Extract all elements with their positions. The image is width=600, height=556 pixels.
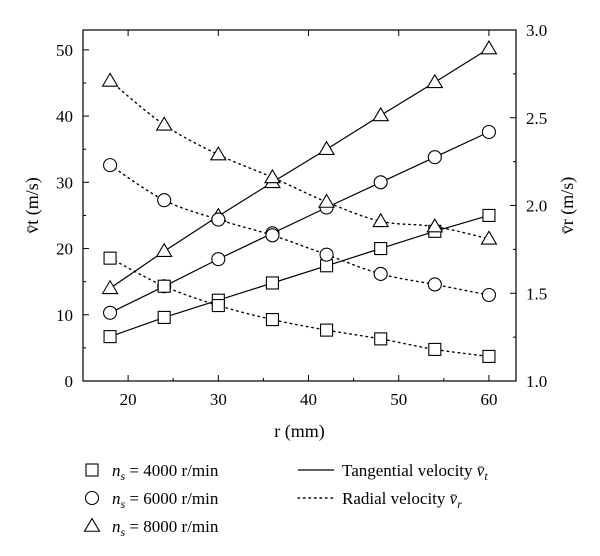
data-point-radial-circle [265,228,280,243]
data-point-tangential-triangle [372,106,390,122]
series-line-tangential-triangle [109,47,490,289]
legend-label-circle: ns = 6000 r/min [112,489,219,511]
legend-symbol: n [112,461,121,480]
axes-layer: 20 30 40 50 60 0 10 20 30 40 50 1.0 1.5 2.0 2.5 3.0 r (m… [22,21,578,442]
data-point-tangential-square [103,330,117,344]
data-point-tangential-circle [481,124,496,140]
legend-subscript: s [121,525,126,539]
series-line-radial-square [109,257,490,358]
y-left-tick-label: 40 [56,107,73,126]
data-point-tangential-triangle [426,73,444,89]
data-point-radial-square [482,349,496,363]
data-point-radial-square [157,279,171,293]
plot-frame [82,29,517,382]
y-right-tick-label: 3.0 [526,21,547,40]
legend-symbol: n [112,489,121,508]
series-line-tangential-square [109,214,490,338]
y-right-axis-title: v̄r (m/s) [557,177,578,235]
data-point-tangential-square [482,208,496,222]
y-right-tick-label: 2.5 [526,109,547,128]
y-left-tick-label: 30 [56,173,73,192]
legend-text-part: Radial velocity [342,489,450,508]
y-right-tick-label: 1.0 [526,372,547,391]
data-point-tangential-circle [103,305,118,320]
data-point-radial-square [428,342,442,356]
data-point-tangential-triangle [101,279,119,295]
legend-subscript: t [484,469,488,483]
legend-label-dotted: Radial velocity v̄r [342,489,462,511]
data-point-radial-circle [427,277,442,292]
legend-symbol: v̄ [477,461,485,480]
y-right-tick-label: 2.0 [526,197,547,216]
legend-label-triangle: ns = 8000 r/min [112,517,219,539]
x-tick-label: 40 [300,390,317,409]
y-right-tick-label: 1.5 [526,284,547,303]
data-point-radial-square [103,251,117,265]
legend-marker-circle [84,490,100,506]
legend-symbol: v̄ [450,489,458,508]
legend-symbol: n [112,517,121,536]
data-point-radial-triangle [372,212,390,228]
data-point-radial-triangle [209,146,227,161]
data-point-tangential-circle [427,150,442,165]
data-point-tangential-square [157,310,171,324]
data-point-radial-circle [157,193,172,208]
data-point-radial-triangle [318,193,336,208]
x-axis-title: r (mm) [274,421,324,442]
data-point-radial-triangle [155,116,173,131]
legend-rest: = 8000 r/min [125,517,219,536]
legend-text-part: Tangential velocity [342,461,477,480]
data-point-radial-triangle [480,230,498,245]
data-point-tangential-circle [373,175,388,190]
data-point-tangential-circle [211,252,226,267]
series-layer [101,39,498,363]
x-tick-label: 50 [390,390,407,409]
data-point-radial-triangle [101,72,119,87]
data-point-radial-circle [373,266,388,281]
series-line-tangential-circle [109,131,490,314]
data-point-radial-circle [319,247,334,262]
data-point-radial-square [265,313,279,327]
legend-rest: = 6000 r/min [125,489,219,508]
data-point-radial-circle [103,158,118,173]
y-left-tick-label: 50 [56,41,73,60]
legend-subscript: r [457,497,462,511]
data-point-radial-circle [211,212,226,227]
legend-rest: = 4000 r/min [125,461,219,480]
data-point-tangential-square [265,276,279,290]
data-point-radial-square [320,323,334,337]
legend-marker-triangle [83,517,101,532]
plot-area [82,29,517,382]
legend-marker-square [85,463,99,477]
series-line-radial-triangle [109,80,490,240]
data-point-radial-circle [481,287,496,303]
data-point-radial-square [211,298,225,313]
x-tick-label: 60 [480,390,497,409]
legend-label-square: ns = 4000 r/min [112,461,219,483]
data-point-tangential-square [374,241,388,256]
data-point-tangential-triangle [155,242,173,257]
data-point-radial-triangle [263,168,281,184]
y-left-tick-label: 20 [56,240,73,259]
legend-subscript: s [121,497,126,511]
x-tick-label: 20 [120,390,137,409]
y-left-tick-label: 10 [56,306,73,325]
legend-subscript: s [121,469,126,483]
data-point-tangential-triangle [480,39,498,55]
x-tick-label: 30 [210,390,227,409]
data-point-radial-square [374,332,388,346]
data-point-tangential-triangle [318,140,336,156]
y-left-tick-label: 0 [65,372,74,391]
data-point-radial-triangle [426,217,444,233]
legend-label-solid: Tangential velocity v̄t [342,461,488,483]
y-left-axis-title: v̄t (m/s) [22,177,43,234]
